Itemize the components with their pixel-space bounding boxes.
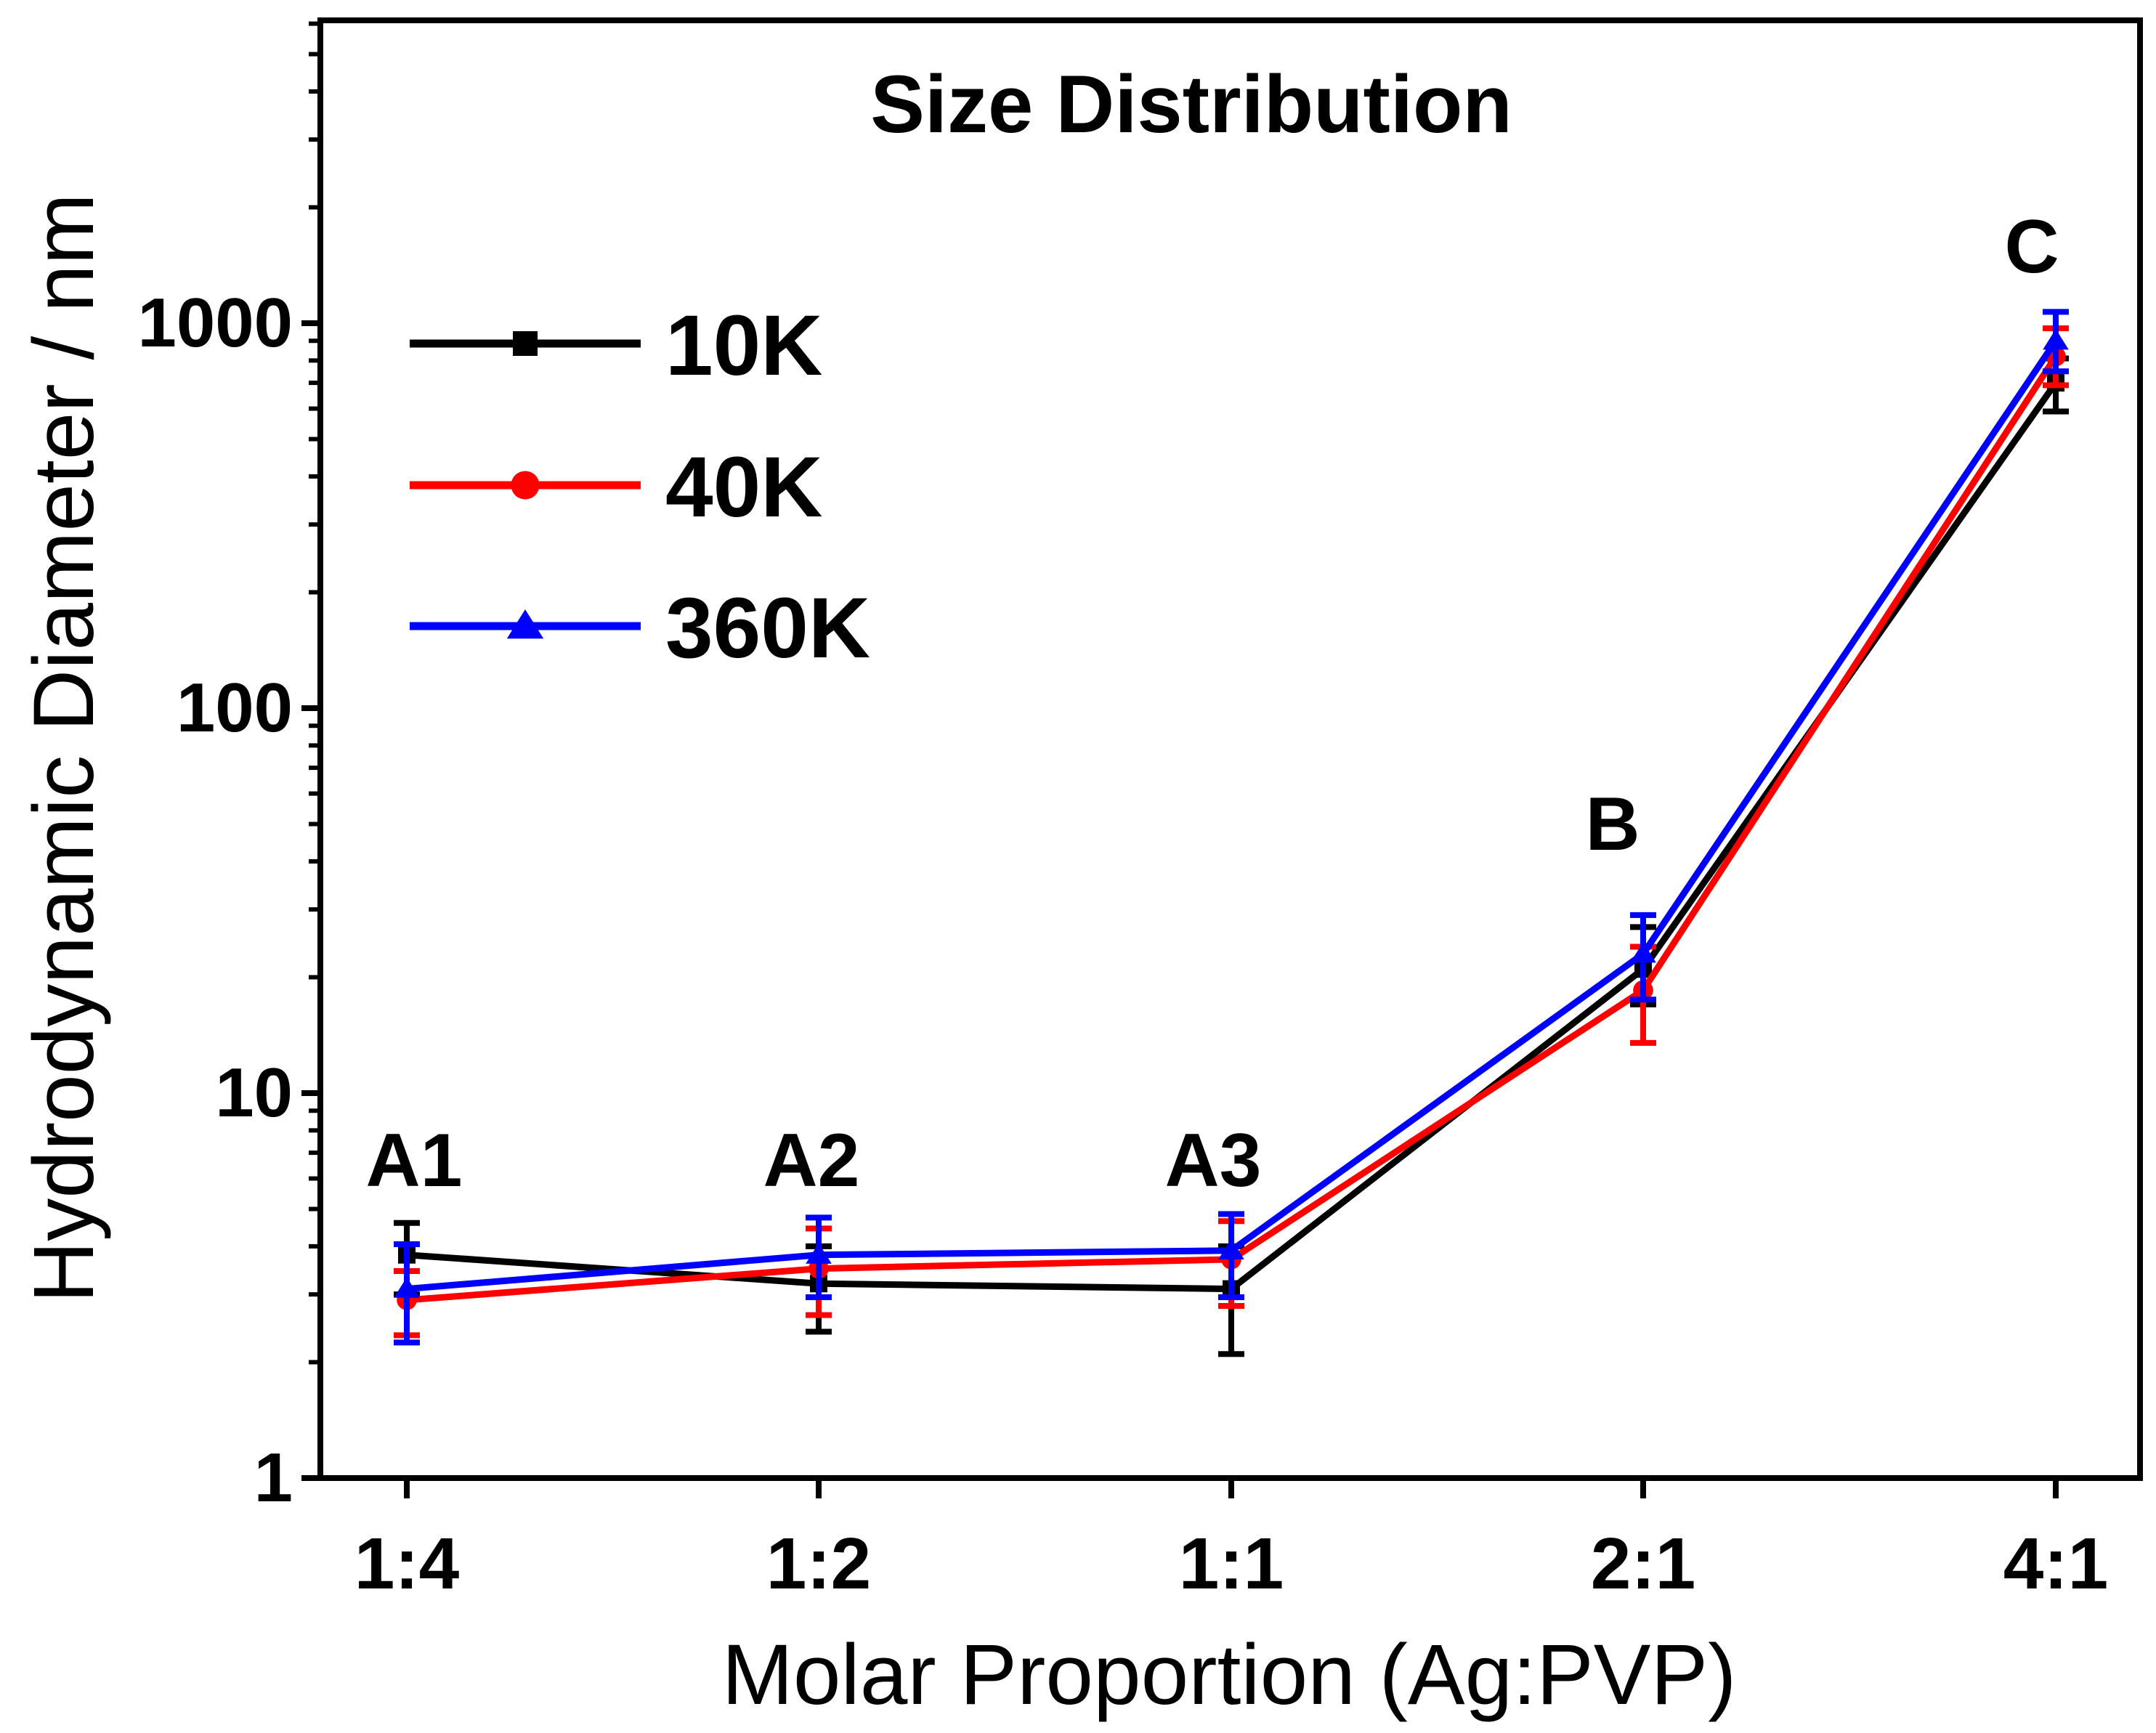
x-tick-label: 1:1 [1179,1523,1284,1604]
series-10K [394,355,2069,1357]
series-360K [394,309,2069,1346]
y-tick-label: 1 [254,1439,293,1517]
point-label: A3 [1165,1119,1262,1203]
series-lines [394,309,2069,1357]
data-point [1630,942,1656,963]
legend-item-10K: 10K [410,298,822,394]
point-label: B [1585,782,1640,866]
point-annotations: A1 A2 A3 B C [366,205,2059,1203]
x-tick-label: 1:2 [766,1523,872,1604]
legend-marker [511,471,540,500]
x-tick-label: 2:1 [1591,1523,1696,1604]
x-axis-ticks: 1:4 1:2 1:1 2:1 4:1 [354,1478,2109,1604]
y-tick-label: 1000 [137,284,293,362]
point-label: C [2004,205,2059,289]
x-tick-label: 4:1 [2003,1523,2109,1604]
chart-title: Size Distribution [870,59,1512,150]
data-point [1218,1238,1244,1259]
x-tick-label: 1:4 [354,1523,460,1604]
legend-label: 40K [665,439,822,535]
y-axis-label: Hydrodynamic Diameter / nm [16,193,112,1303]
legend-label: 10K [665,298,822,394]
data-point [806,1243,832,1264]
legend-item-360K: 360K [410,580,870,676]
data-point [394,1277,420,1298]
x-axis-label: Molar Proportion (Ag:PVP) [722,1627,1737,1723]
y-tick-label: 100 [177,669,293,747]
y-axis-ticks: 1 10 100 1000 [137,21,320,1517]
data-point [2043,329,2069,350]
legend-item-40K: 40K [410,439,822,535]
point-label: A1 [366,1119,463,1203]
legend-marker [506,609,544,639]
legend-marker [513,331,538,356]
point-label: A2 [763,1119,860,1203]
y-tick-label: 10 [215,1054,293,1132]
legend: 10K 40K 360K [410,298,870,676]
legend-label: 360K [665,580,870,676]
